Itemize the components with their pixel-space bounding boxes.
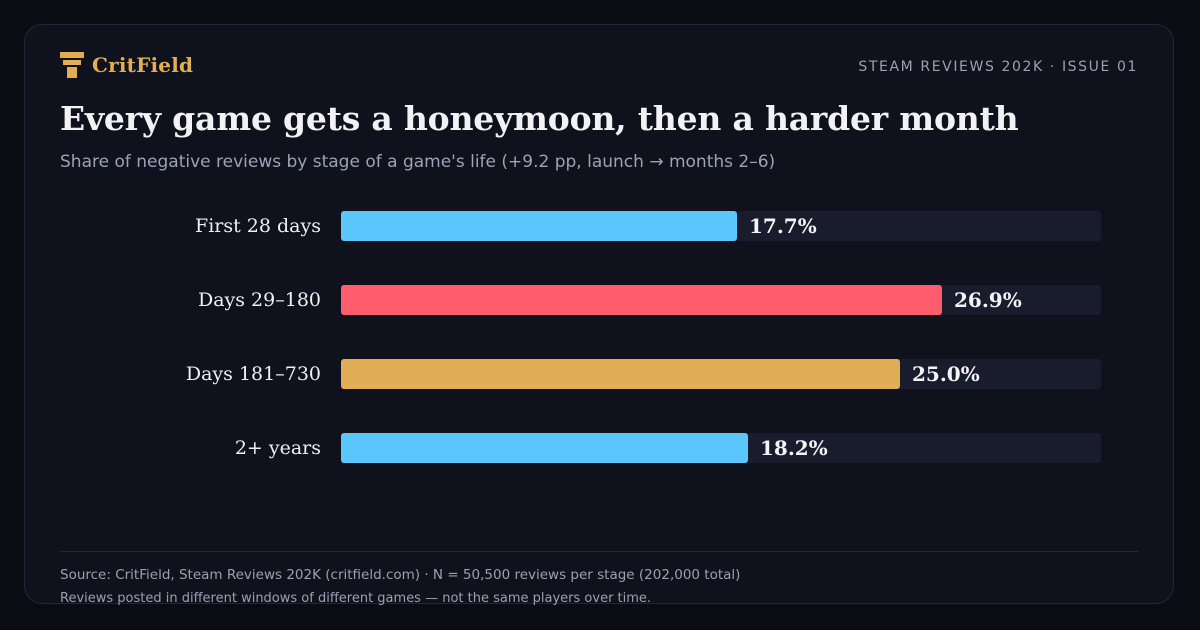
value-label: 18.2% — [760, 436, 828, 460]
issue-label: STEAM REVIEWS 202K · ISSUE 01 — [858, 59, 1138, 75]
bar — [341, 285, 942, 315]
value-label: 26.9% — [954, 288, 1022, 312]
brand-name: CritField — [92, 53, 194, 77]
chart-title: Every game gets a honeymoon, then a hard… — [60, 99, 1019, 138]
bar — [341, 211, 737, 241]
chart-subtitle: Share of negative reviews by stage of a … — [60, 152, 776, 172]
source-note: Source: CritField, Steam Reviews 202K (c… — [60, 567, 741, 583]
category-label: First 28 days — [195, 215, 321, 237]
footer-divider — [60, 551, 1138, 552]
chart-card: CritField STEAM REVIEWS 202K · ISSUE 01 … — [24, 24, 1174, 606]
category-label: Days 29–180 — [198, 289, 321, 311]
brand: CritField — [60, 52, 193, 78]
methodology-note: Reviews posted in different windows of d… — [60, 591, 652, 606]
bar — [341, 433, 748, 463]
value-label: 17.7% — [749, 214, 817, 238]
category-label: 2+ years — [235, 437, 321, 459]
critfield-logo-icon — [60, 52, 84, 78]
bar-chart: First 28 days 17.7% Days 29–180 26.9% Days 1… — [186, 211, 1101, 463]
category-label: Days 181–730 — [186, 363, 321, 385]
bar — [341, 359, 900, 389]
value-label: 25.0% — [912, 362, 980, 386]
